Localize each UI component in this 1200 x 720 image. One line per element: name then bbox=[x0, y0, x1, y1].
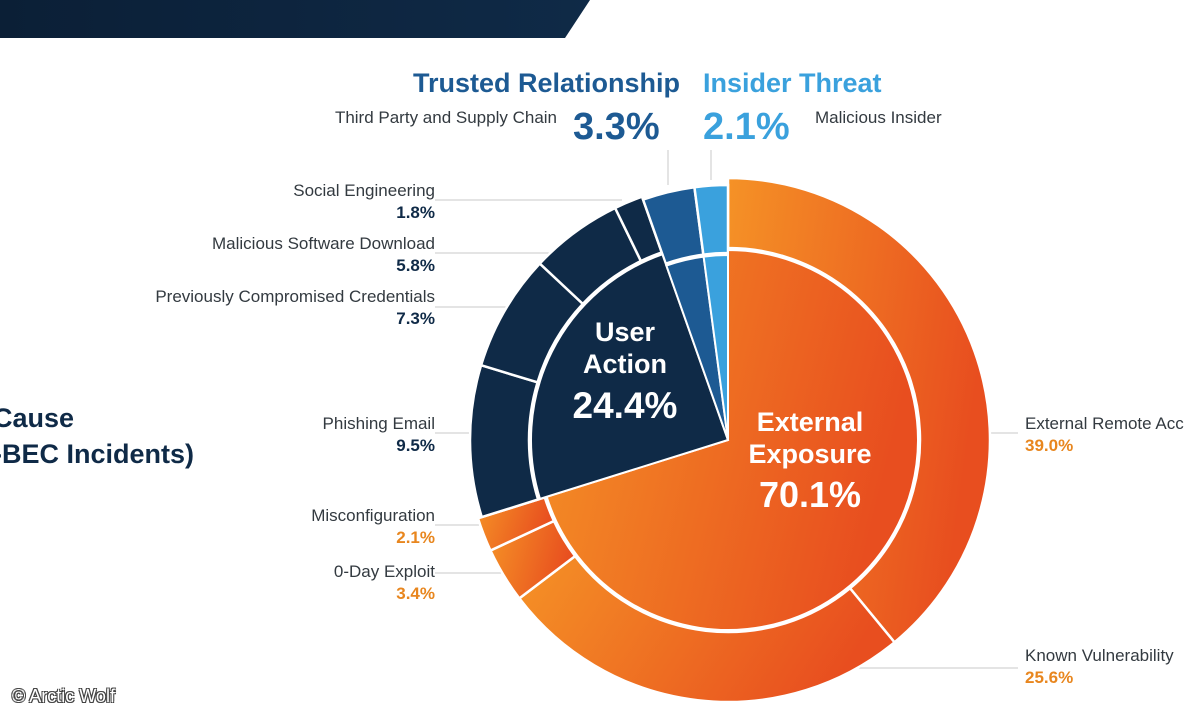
misconfiguration-value: 2.1% bbox=[396, 528, 435, 547]
copyright-watermark: © Arctic Wolf bbox=[12, 686, 115, 706]
prev-compromised-label: Previously Compromised Credentials 7.3% bbox=[155, 286, 435, 330]
phishing-email-name: Phishing Email bbox=[322, 414, 435, 433]
zero-day-name: 0-Day Exploit bbox=[333, 562, 435, 581]
social-engineering-value: 1.8% bbox=[396, 203, 435, 222]
insider-threat-header: Insider Threat bbox=[703, 68, 882, 98]
insider-threat-value: 2.1% bbox=[703, 106, 790, 148]
user-action-value: 24.4% bbox=[573, 385, 678, 426]
trusted-relationship-value: 3.3% bbox=[573, 106, 660, 148]
prev-compromised-value: 7.3% bbox=[396, 309, 435, 328]
misconfiguration-label: Misconfiguration 2.1% bbox=[311, 505, 435, 549]
external-remote-value: 39.0% bbox=[1025, 436, 1074, 455]
zero-day-value: 3.4% bbox=[396, 584, 435, 603]
known-vulnerability-value: 25.6% bbox=[1025, 668, 1074, 687]
known-vulnerability-name: Known Vulnerability bbox=[1025, 646, 1174, 665]
malicious-software-value: 5.8% bbox=[396, 256, 435, 275]
phishing-email-value: 9.5% bbox=[396, 436, 435, 455]
phishing-email-label: Phishing Email 9.5% bbox=[323, 413, 435, 457]
ring-external-remote-access bbox=[726, 176, 992, 645]
zero-day-label: 0-Day Exploit 3.4% bbox=[334, 561, 435, 605]
trusted-relationship-header: Trusted Relationship bbox=[413, 68, 681, 98]
malicious-software-label: Malicious Software Download 5.8% bbox=[212, 233, 435, 277]
chart-title-line-2: on-BEC Incidents) bbox=[0, 439, 194, 469]
category-pie bbox=[530, 248, 919, 631]
social-engineering-name: Social Engineering bbox=[293, 181, 435, 200]
external-exposure-label-line-2: Exposure bbox=[748, 439, 871, 469]
external-exposure-value: 70.1% bbox=[759, 474, 861, 515]
external-remote-label: External Remote Acc 39.0% bbox=[1025, 413, 1184, 457]
subcategory-ring bbox=[468, 176, 992, 704]
top-banner-shape bbox=[0, 0, 590, 38]
misconfiguration-name: Misconfiguration bbox=[311, 506, 435, 525]
ring-known-vulnerability bbox=[517, 554, 897, 704]
chart-title: ot Cause on-BEC Incidents) bbox=[0, 400, 194, 472]
malicious-insider-label: Malicious Insider bbox=[815, 108, 942, 127]
external-exposure-label-line-1: External bbox=[757, 407, 864, 437]
ring-phishing-email bbox=[468, 363, 540, 519]
user-action-label-line-2: Action bbox=[583, 349, 667, 379]
slice-insider-threat bbox=[702, 253, 729, 441]
malicious-software-name: Malicious Software Download bbox=[212, 234, 435, 253]
external-remote-name: External Remote Acc bbox=[1025, 414, 1184, 433]
third-party-label: Third Party and Supply Chain bbox=[334, 108, 557, 127]
chart-title-line-1: ot Cause bbox=[0, 403, 75, 433]
social-engineering-label: Social Engineering 1.8% bbox=[293, 180, 435, 224]
slice-user-action bbox=[530, 252, 730, 501]
top-banner bbox=[0, 0, 590, 38]
prev-compromised-name: Previously Compromised Credentials bbox=[155, 287, 435, 306]
known-vulnerability-label: Known Vulnerability 25.6% bbox=[1025, 645, 1174, 689]
slice-external-exposure bbox=[545, 248, 919, 631]
user-action-label-line-1: User bbox=[595, 317, 656, 347]
